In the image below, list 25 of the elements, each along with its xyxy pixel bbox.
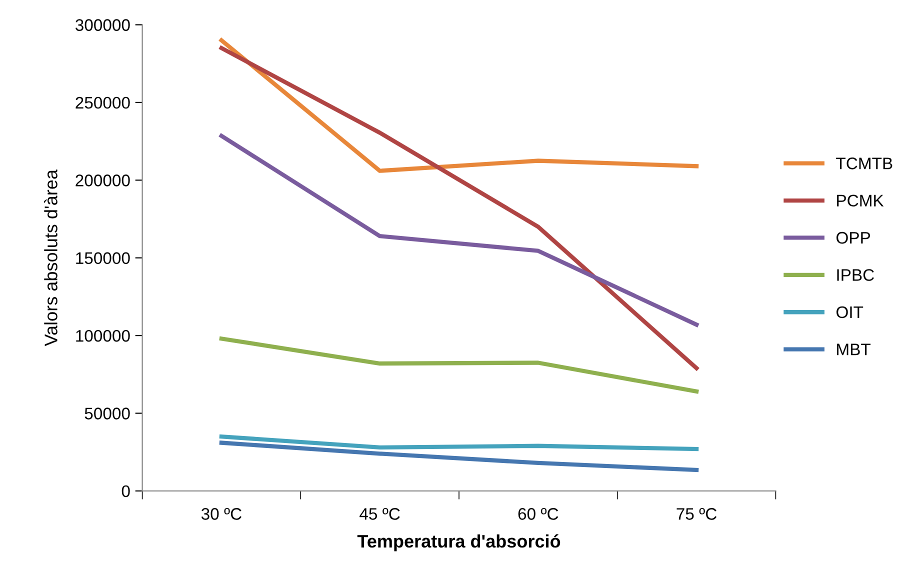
x-tick-label: 75 ºC <box>676 508 717 520</box>
legend-label: TCMTB <box>836 158 892 170</box>
y-tick-label: 150000 <box>76 252 130 264</box>
y-tick-label: 0 <box>122 485 130 498</box>
x-tick-label: 45 ºC <box>360 508 400 520</box>
line-series <box>219 134 699 327</box>
line-series <box>219 434 699 452</box>
y-axis-title: Valors absoluts d'àrea <box>44 169 58 346</box>
y-tick-label: 100000 <box>76 330 130 342</box>
x-axis-title: Temperatura d'absorció <box>357 534 560 552</box>
x-tick-label: 60 ºC <box>518 508 558 520</box>
y-tick-label: 200000 <box>76 174 130 186</box>
legend-label: PCMK <box>837 194 884 207</box>
line-series <box>219 38 699 173</box>
y-tick-label: 250000 <box>76 96 130 109</box>
y-tick-label: 300000 <box>76 19 130 31</box>
x-tick-label: 30 ºC <box>201 508 242 520</box>
line-series <box>219 440 699 472</box>
y-tick-label: 50000 <box>84 408 130 420</box>
legend-label: MBT <box>837 344 871 356</box>
legend-label: OPP <box>836 232 870 244</box>
legend-label: OIT <box>836 306 864 318</box>
line-series <box>219 46 699 370</box>
legend-label: IPBC <box>837 269 874 281</box>
line-series <box>219 336 699 394</box>
